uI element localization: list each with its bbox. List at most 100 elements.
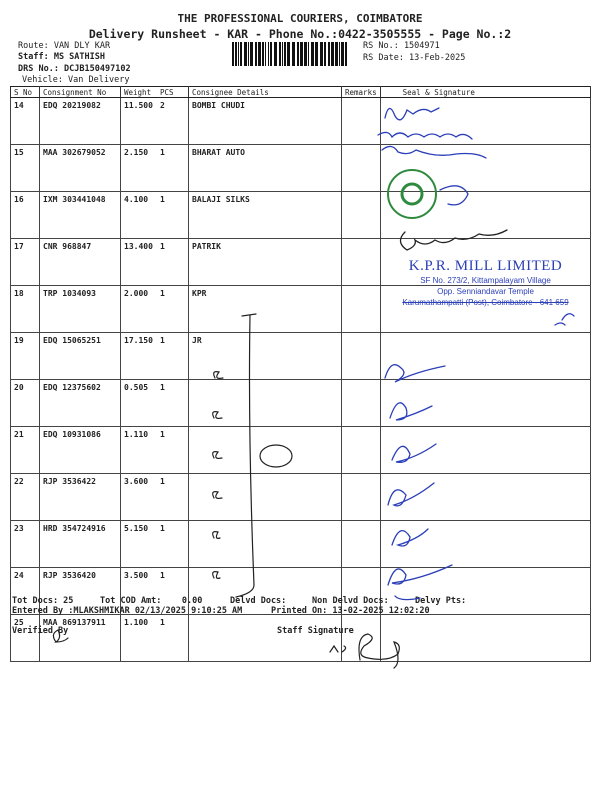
staff: Staff: MS SATHISH <box>18 52 105 62</box>
table-row: 22 RJP 3536422 3.600 1 <box>10 473 592 521</box>
sno-cell: 23 <box>10 520 40 568</box>
consignee-cell: JR <box>188 332 342 380</box>
col-sno: S No <box>10 86 40 98</box>
verified-by-label: Verified By <box>12 626 69 636</box>
col-seal-signature: Seal & Signature <box>379 86 592 98</box>
weight-cell: 5.150 <box>120 520 157 568</box>
weight-cell: 2.000 <box>120 285 157 333</box>
table-row: 21 EDQ 10931086 1.110 1 <box>10 426 592 474</box>
weight-cell: 11.500 <box>120 97 157 145</box>
total-docs: Tot Docs: 25 <box>12 596 74 606</box>
seal-signature-cell <box>379 473 592 521</box>
rs-number: RS No.: 1504971 <box>363 41 440 51</box>
route: Route: VAN DLY KAR <box>18 41 111 51</box>
barcode-bar <box>324 42 326 66</box>
barcode-bar <box>320 42 323 66</box>
barcode-bar <box>345 42 347 66</box>
remarks-cell <box>341 332 381 380</box>
consignee-cell <box>188 520 342 568</box>
barcode-bar <box>331 42 334 66</box>
delivery-points: Delvy Pts: <box>415 596 467 606</box>
barcode-bar <box>335 42 338 66</box>
consignee-cell <box>188 379 342 427</box>
consignment-cell: RJP 3536422 <box>39 473 121 521</box>
barcode-bar <box>328 42 330 66</box>
consignee-cell: BOMBI CHUDI <box>188 97 342 145</box>
barcode-bar <box>284 42 286 66</box>
weight-cell: 3.600 <box>120 473 157 521</box>
sno-cell: 17 <box>10 238 40 286</box>
barcode-bar <box>244 42 247 66</box>
remarks-cell <box>341 614 381 662</box>
remarks-cell <box>341 285 381 333</box>
barcode-bar <box>262 42 264 66</box>
pcs-cell: 2 <box>157 97 189 145</box>
consignment-cell: EDQ 12375602 <box>39 379 121 427</box>
table-row: 16 IXM 303441048 4.100 1 BALAJI SILKS <box>10 191 592 239</box>
barcode-bar <box>304 42 307 66</box>
delivered-docs: Delvd Docs: <box>230 596 287 606</box>
consignee-cell: KPR <box>188 285 342 333</box>
col-consignee: Consignee Details <box>188 86 342 98</box>
weight-cell: 4.100 <box>120 191 157 239</box>
remarks-cell <box>341 144 381 192</box>
remarks-cell <box>341 426 381 474</box>
seal-signature-cell <box>379 191 592 239</box>
barcode-bar <box>268 42 269 66</box>
company-title: THE PROFESSIONAL COURIERS, COIMBATORE <box>177 12 423 25</box>
stamp-line2: Opp. Senniandavar Temple <box>437 287 534 296</box>
vehicle: Vehicle: Van Delivery <box>22 75 130 85</box>
sno-cell: 21 <box>10 426 40 474</box>
barcode-bar <box>292 42 295 66</box>
col-weight: Weight <box>120 86 157 98</box>
barcode-bar <box>339 42 340 66</box>
drs-number: DRS No.: DCJB150497102 <box>18 64 131 74</box>
barcode-bar <box>255 42 257 66</box>
barcode-bar <box>308 42 309 66</box>
barcode-bar <box>311 42 314 66</box>
consignee-cell: PATRIK <box>188 238 342 286</box>
consignment-cell: TRP 1034093 <box>39 285 121 333</box>
pcs-cell: 1 <box>157 285 189 333</box>
pcs-cell: 1 <box>157 238 189 286</box>
consignment-cell: EDQ 10931086 <box>39 426 121 474</box>
pcs-cell: 1 <box>157 332 189 380</box>
stamp-line1: SF No. 273/2, Kittampalayam Village <box>420 276 551 285</box>
consignee-cell <box>188 473 342 521</box>
barcode-bar <box>282 42 283 66</box>
stamp-line3: Karumathampatti (Post), Coimbatore - 641… <box>402 298 569 307</box>
remarks-cell <box>341 379 381 427</box>
barcode-bar <box>250 42 253 66</box>
weight-cell: 0.505 <box>120 379 157 427</box>
remarks-cell <box>341 238 381 286</box>
pcs-cell: 1 <box>157 614 189 662</box>
barcode-bar <box>238 42 239 66</box>
barcode-bar <box>240 42 242 66</box>
barcode-bar <box>235 42 237 66</box>
seal-signature-cell <box>379 426 592 474</box>
barcode-bar <box>279 42 281 66</box>
sno-cell: 16 <box>10 191 40 239</box>
sno-cell: 20 <box>10 379 40 427</box>
sno-cell: 19 <box>10 332 40 380</box>
barcode-bar <box>274 42 277 66</box>
table-row: 20 EDQ 12375602 0.505 1 <box>10 379 592 427</box>
remarks-cell <box>341 97 381 145</box>
table-row: 18 TRP 1034093 2.000 1 KPR <box>10 285 592 333</box>
table-row: 24 RJP 3536420 3.500 1 <box>10 567 592 615</box>
pcs-cell: 1 <box>157 473 189 521</box>
sno-cell: 22 <box>10 473 40 521</box>
barcode-bar <box>232 42 234 66</box>
consignment-cell: MAA 869137911 <box>39 614 121 662</box>
consignee-cell: BALAJI SILKS <box>188 191 342 239</box>
weight-cell: 1.100 <box>120 614 157 662</box>
consignee-cell <box>188 614 342 662</box>
staff-signature-label: Staff Signature <box>277 626 354 636</box>
rs-date: RS Date: 13-Feb-2025 <box>363 53 466 63</box>
sno-cell: 18 <box>10 285 40 333</box>
consignment-cell: HRD 354724916 <box>39 520 121 568</box>
remarks-cell <box>341 567 381 615</box>
barcode-bar <box>315 42 318 66</box>
sno-cell: 14 <box>10 97 40 145</box>
col-remarks: Remarks <box>341 86 381 98</box>
